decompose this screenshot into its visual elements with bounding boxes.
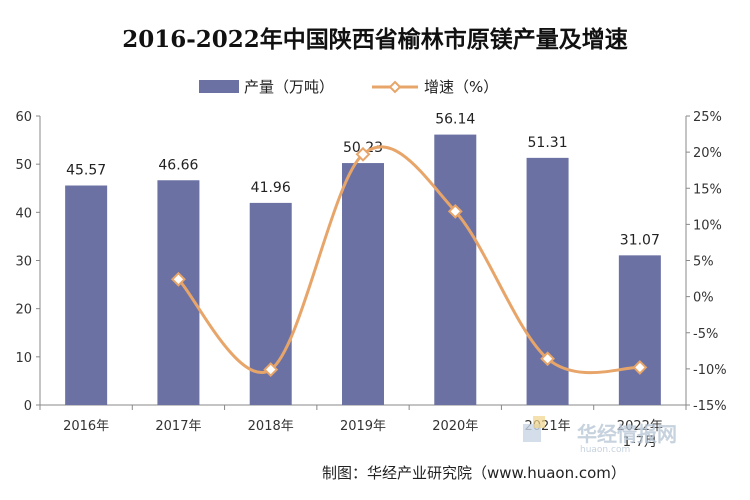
y-right-tick-label: -10% <box>693 363 727 378</box>
y-left-tick-labels: 0 10 20 30 40 50 60 <box>15 110 32 414</box>
legend-bar-swatch <box>199 80 239 93</box>
x-tick-label: 2018年 <box>248 419 294 434</box>
growth-point <box>171 271 186 287</box>
source-note: 制图：华经产业研究院（www.huaon.com） <box>322 464 626 482</box>
growth-point <box>263 362 279 378</box>
y-left-tick-label: 30 <box>15 255 32 270</box>
growth-point <box>632 360 648 375</box>
growth-point <box>447 203 463 219</box>
growth-line-path <box>177 145 640 375</box>
watermark: 华经情报网 huaon.com <box>523 416 677 455</box>
y-right-tick-label: 10% <box>693 218 722 233</box>
bar <box>65 185 108 405</box>
bar <box>434 134 477 405</box>
bar-data-label: 45.57 <box>66 163 106 179</box>
y-right-tick-label: 5% <box>693 255 714 270</box>
y-left-tick-label: 50 <box>15 158 32 173</box>
y-left-tick-label: 40 <box>15 206 32 221</box>
y-left-tick-label: 20 <box>15 303 32 318</box>
y-left-tick-label: 60 <box>15 110 32 125</box>
bar-data-label: 56.14 <box>435 112 475 128</box>
bar <box>618 255 661 405</box>
bars <box>65 134 661 405</box>
y-right-tick-label: 20% <box>693 146 722 161</box>
x-tick-sublabel: 1-7月 <box>623 435 657 450</box>
legend-line-marker <box>388 80 402 94</box>
bar <box>342 163 384 405</box>
x-tick-label: 2017年 <box>155 419 201 434</box>
growth-point <box>355 146 371 162</box>
y-right-tick-label: 0% <box>693 291 714 306</box>
legend-bar-label: 产量（万吨） <box>244 78 334 96</box>
y-right-tick-label: -5% <box>693 327 718 342</box>
watermark-sub: huaon.com <box>580 445 630 455</box>
watermark-text: 华经情报网 <box>577 422 677 446</box>
legend: 产量（万吨） 增速（%） <box>199 78 498 96</box>
growth-point <box>540 351 555 367</box>
x-tick-label: 2022年 <box>617 419 663 434</box>
y-left-tick-label: 0 <box>24 399 32 414</box>
x-tick-label: 2020年 <box>432 419 478 434</box>
y-right-tick-label: -15% <box>693 399 727 414</box>
y-left-tick-label: 10 <box>15 351 32 366</box>
watermark-logo-accent <box>533 416 545 428</box>
x-tick-label: 2016年 <box>63 419 109 434</box>
watermark-logo <box>523 424 541 442</box>
bar-data-label: 31.07 <box>620 232 660 248</box>
bar-data-label: 51.31 <box>528 135 568 151</box>
bar-data-label: 41.96 <box>251 180 291 196</box>
y-right-tick-labels: -15% -10% -5% 0% 5% 10% 15% 20% 25% <box>693 110 727 414</box>
y-right-tick-label: 25% <box>693 110 722 125</box>
bar-data-label: 46.66 <box>158 157 198 173</box>
legend-line-label: 增速（%） <box>424 78 498 96</box>
chart-title: 2016-2022年中国陕西省榆林市原镁产量及增速 <box>122 26 628 53</box>
bar <box>157 180 200 405</box>
x-tick-label: 2019年 <box>340 419 386 434</box>
y-right-tick-label: 15% <box>693 182 722 197</box>
growth-line <box>171 145 648 378</box>
